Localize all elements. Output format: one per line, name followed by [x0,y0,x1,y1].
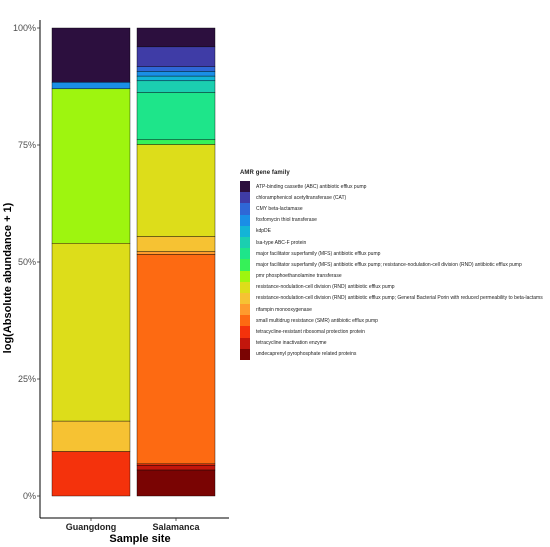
axes: 0% 25% 50% 75% 100% Guangdong Salamanca [13,20,229,532]
bar-segment [51,82,131,90]
bar-segment [136,71,216,77]
legend-label: CMY beta-lactamase [256,205,303,212]
legend-item: tetracycline inactivation enzyme [240,337,543,349]
legend-item: ATP-binding cassette (ABC) antibiotic ef… [240,181,543,193]
legend-swatch [240,348,250,360]
legend-swatch [240,281,250,293]
bar-segment [51,27,131,83]
legend-swatch [240,192,250,204]
legend-swatch [240,225,250,237]
y-tick-label: 50% [18,257,36,267]
y-axis-title: log(Absolute abundance + 1) [2,202,14,353]
legend-item: small multidrug resistance (SMR) antibio… [240,315,543,327]
legend-label: tetracycline-resistant ribosomal protect… [256,329,365,336]
legend-swatch [240,337,250,349]
legend-swatch [240,248,250,260]
bar-segment [51,420,131,452]
bar-segment [136,254,216,465]
legend-item: CMY beta-lactamase [240,203,543,215]
y-tick-label: 100% [13,23,36,33]
bar-segment [136,27,216,48]
legend-item: lsa-type ABC-F protein [240,236,543,249]
legend-swatch [240,259,250,271]
y-tick-label: 75% [18,140,36,150]
legend-item: pmr phosphoethanolamine transferase [240,270,543,282]
legend-label: resistance-nodulation-cell division (RND… [256,295,543,302]
bar-segment [136,144,216,237]
bar-segment [136,465,216,471]
legend-item: resistance-nodulation-cell division (RND… [240,281,543,293]
legend-label: fosfomycin thiol transferase [256,217,317,224]
x-tick-label: Salamanca [152,522,200,532]
bar-segment [136,75,216,82]
legend-swatch [240,304,250,316]
legend-item: tetracycline-resistant ribosomal protect… [240,326,543,338]
legend-label: tetracycline inactivation enzyme [256,340,327,347]
legend-title: AMR gene family [240,170,290,176]
bar-segment [136,46,216,67]
bar-segment [136,80,216,93]
bar-segment [136,469,216,497]
legend-label: chloramphenicol acetyltransferase (CAT) [256,194,347,201]
legend-label: undecaprenyl pyrophosphate related prote… [256,351,357,358]
legend-swatch [240,326,250,338]
legend-label: pmr phosphoethanolamine transferase [256,273,342,280]
legend-label: resistance-nodulation-cell division (RND… [256,284,395,291]
x-axis-title: Sample site [109,533,170,545]
legend-item: chloramphenicol acetyltransferase (CAT) [240,192,543,204]
legend-item: kdpDE [240,225,543,237]
bar-segment [136,92,216,141]
legend-swatch [240,315,250,327]
legend-label: small multidrug resistance (SMR) antibio… [256,317,378,324]
bar-segment [136,139,216,145]
bar-segment [136,463,216,466]
bar-segment [136,66,216,72]
legend-label: major facilitator superfamily (MFS) anti… [256,250,381,257]
legend-label: lsa-type ABC-F protein [256,239,307,246]
legend: AMR gene family ATP-binding cassette (AB… [240,170,543,360]
legend-item: major facilitator superfamily (MFS) anti… [240,259,543,271]
bar-segment [51,243,131,422]
x-tick-label: Guangdong [66,522,117,532]
legend-label: rifampin monooxygenase [256,306,312,313]
legend-items: ATP-binding cassette (ABC) antibiotic ef… [240,181,543,360]
legend-swatch [240,203,250,215]
legend-item: undecaprenyl pyrophosphate related prote… [240,348,543,360]
legend-swatch [240,236,250,249]
legend-swatch [240,270,250,282]
legend-label: kdpDE [256,228,272,235]
bar-segment [51,88,131,244]
legend-label: major facilitator superfamily (MFS) anti… [256,261,522,268]
bar-segment [136,251,216,255]
legend-item: major facilitator superfamily (MFS) anti… [240,248,543,260]
y-tick-label: 0% [23,491,36,501]
legend-swatch [240,181,250,193]
bar-segment [136,236,216,252]
bar-stacks [51,27,216,497]
bar-segment [51,451,131,497]
legend-label: ATP-binding cassette (ABC) antibiotic ef… [256,183,367,190]
legend-swatch [240,214,250,226]
legend-item: fosfomycin thiol transferase [240,214,543,226]
y-tick-label: 25% [18,374,36,384]
legend-item: resistance-nodulation-cell division (RND… [240,292,543,305]
legend-item: rifampin monooxygenase [240,304,543,316]
legend-swatch [240,292,250,305]
